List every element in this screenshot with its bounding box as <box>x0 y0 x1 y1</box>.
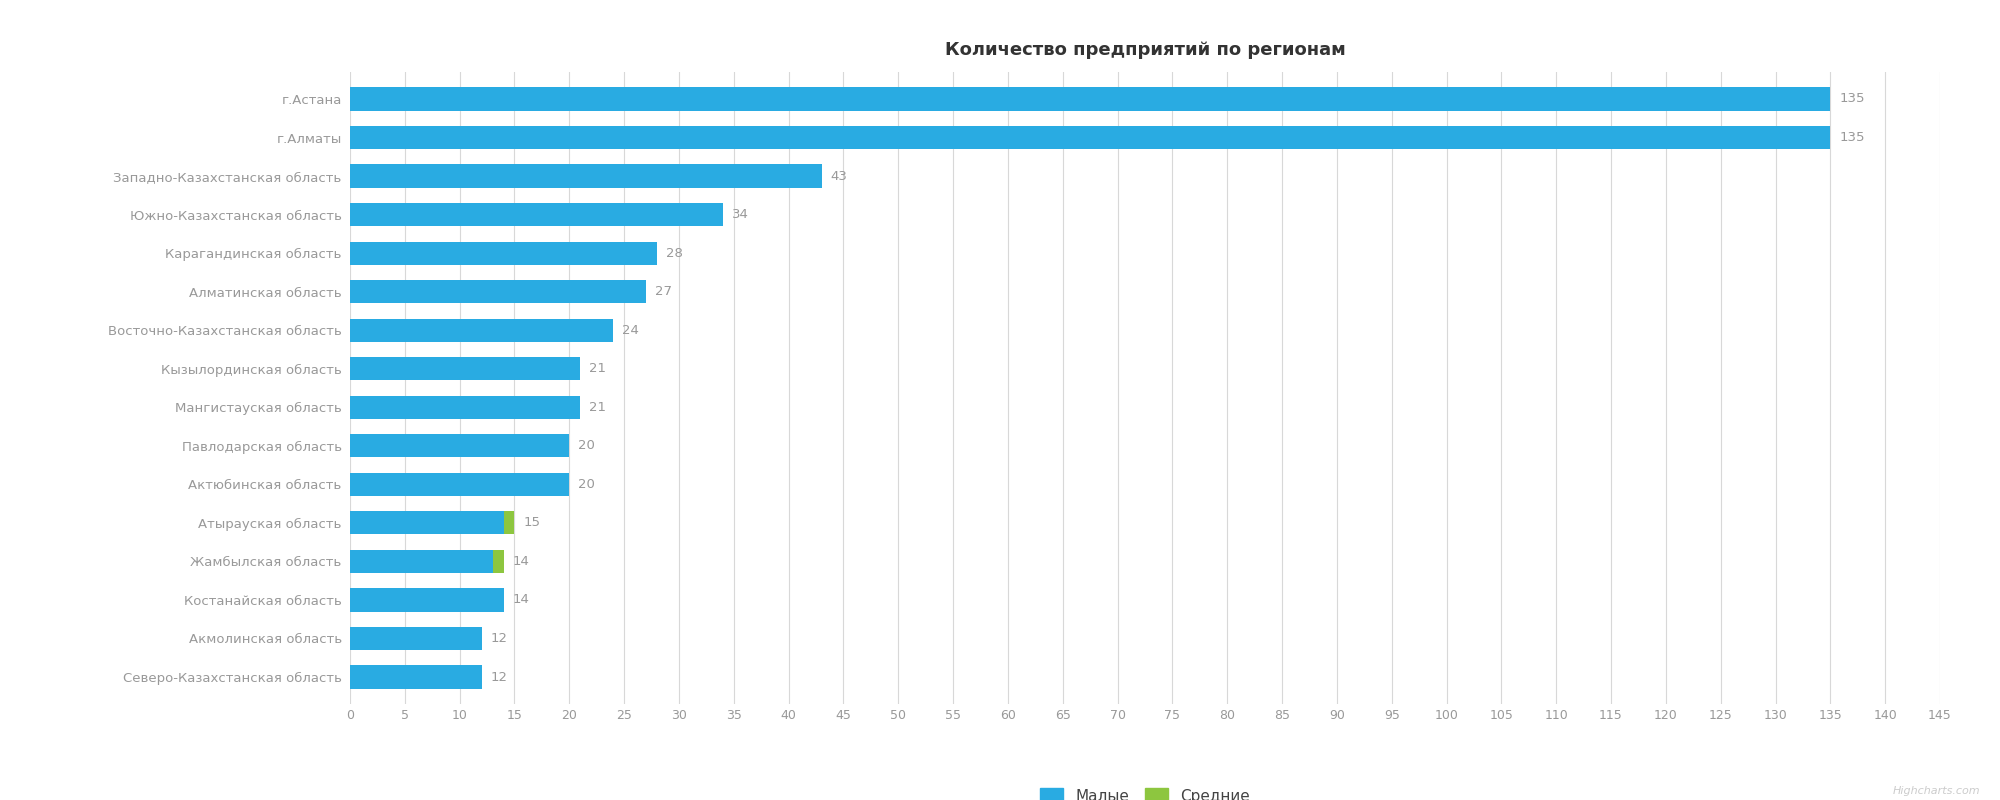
Bar <box>350 434 570 458</box>
Text: 20: 20 <box>578 478 594 491</box>
Bar <box>350 588 504 611</box>
Text: 24: 24 <box>622 324 638 337</box>
Text: 14: 14 <box>512 555 530 568</box>
Bar <box>350 473 570 496</box>
Bar <box>350 627 482 650</box>
Bar <box>350 203 722 226</box>
Legend: Малые, Средние: Малые, Средние <box>1040 788 1250 800</box>
Bar <box>350 165 822 188</box>
Text: 12: 12 <box>490 632 508 645</box>
Bar <box>350 242 658 265</box>
Title: Количество предприятий по регионам: Количество предприятий по регионам <box>944 42 1346 59</box>
Text: 21: 21 <box>590 362 606 375</box>
Text: 28: 28 <box>666 246 682 260</box>
Text: 135: 135 <box>1840 131 1864 144</box>
Bar <box>350 280 646 303</box>
Bar <box>350 357 580 380</box>
Bar <box>350 396 580 419</box>
Text: 12: 12 <box>490 670 508 683</box>
Bar <box>504 511 514 534</box>
Text: Highcharts.com: Highcharts.com <box>1892 786 1980 796</box>
Text: 135: 135 <box>1840 93 1864 106</box>
Text: 34: 34 <box>732 208 748 221</box>
Text: 15: 15 <box>524 516 540 530</box>
Bar <box>350 318 614 342</box>
Bar <box>350 550 492 573</box>
Text: 21: 21 <box>590 401 606 414</box>
Bar <box>350 126 1830 149</box>
Bar <box>350 666 482 689</box>
Text: 27: 27 <box>654 285 672 298</box>
Bar <box>350 87 1830 110</box>
Text: 43: 43 <box>830 170 848 182</box>
Text: 14: 14 <box>512 594 530 606</box>
Bar <box>350 511 504 534</box>
Text: 20: 20 <box>578 439 594 452</box>
Bar <box>492 550 504 573</box>
